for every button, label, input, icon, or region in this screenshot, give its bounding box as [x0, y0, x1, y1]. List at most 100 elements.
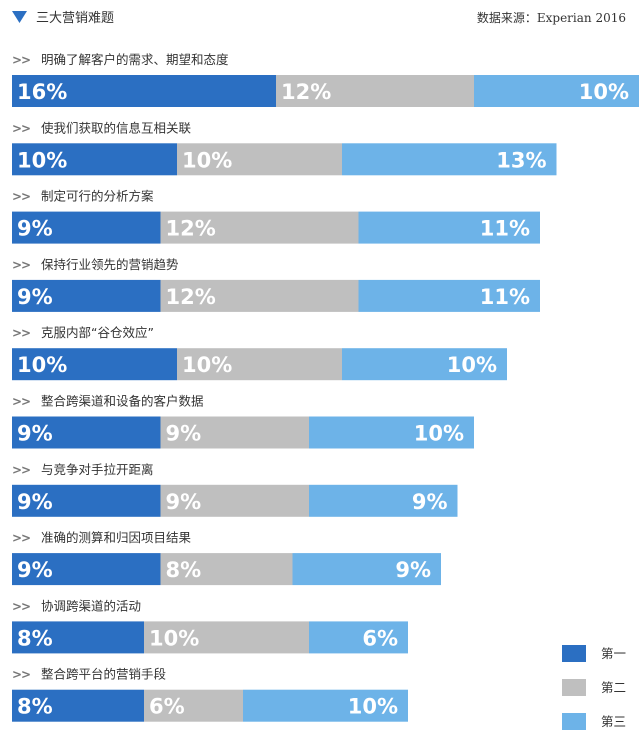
bar-segment	[160, 211, 359, 244]
category-rows: >> 明确了解客户的需求、期望和态度 16% 12% 10% >> 使我们获取的信息互相关联…	[12, 52, 639, 722]
bar-value-label: 12%	[166, 217, 216, 241]
bar-segment	[358, 279, 540, 312]
bar-segment	[177, 348, 342, 381]
bar-segment	[12, 621, 144, 654]
bar-value-label: 10%	[414, 422, 464, 446]
bar-value-label: 10%	[182, 353, 232, 377]
double-chevron-icon: >>	[12, 53, 30, 67]
category-label: 协调跨渠道的活动	[41, 598, 141, 613]
category-row: >> 使我们获取的信息互相关联 10% 10% 13%	[12, 120, 557, 176]
category-label: 使我们获取的信息互相关联	[41, 120, 192, 135]
bar-segment	[342, 143, 557, 176]
legend-item: 第二	[562, 679, 626, 696]
bar-value-label: 9%	[166, 422, 202, 446]
bar-value-label: 9%	[395, 558, 431, 582]
bar-segment	[12, 416, 161, 449]
data-source-note: 数据来源：Experian 2016	[477, 10, 626, 25]
category-label: 与竞争对手拉开距离	[41, 462, 154, 477]
category-row: >> 整合跨渠道和设备的客户数据 9% 9% 10%	[12, 394, 474, 449]
bar-value-label: 10%	[579, 80, 629, 104]
double-chevron-icon: >>	[12, 190, 30, 204]
bar-segment	[309, 484, 458, 517]
bar-segment	[160, 484, 309, 517]
double-chevron-icon: >>	[12, 258, 30, 272]
bar-segment	[12, 211, 161, 244]
bar-value-label: 9%	[412, 490, 448, 514]
category-label: 保持行业领先的营销趋势	[41, 257, 179, 272]
category-label: 克服内部“谷仓效应”	[41, 325, 154, 340]
bar-value-label: 10%	[447, 353, 497, 377]
bar-segment	[243, 689, 408, 722]
legend-label: 第三	[601, 714, 626, 729]
bar-value-label: 8%	[166, 558, 202, 582]
bar-value-label: 11%	[480, 217, 530, 241]
bar-value-label: 10%	[17, 148, 67, 172]
category-row: >> 克服内部“谷仓效应” 10% 10% 10%	[12, 325, 507, 381]
double-chevron-icon: >>	[12, 326, 30, 340]
double-chevron-icon: >>	[12, 599, 30, 613]
bar-segment	[276, 75, 474, 107]
bar-value-label: 8%	[17, 695, 53, 719]
double-chevron-icon: >>	[12, 531, 30, 545]
bar-value-label: 13%	[496, 148, 546, 172]
bar-value-label: 9%	[17, 490, 53, 514]
bar-value-label: 16%	[17, 80, 67, 104]
legend-item: 第一	[562, 645, 626, 662]
bar-value-label: 9%	[17, 217, 53, 241]
chart-header: 三大营销难题 数据来源：Experian 2016	[12, 10, 626, 26]
legend-item: 第三	[562, 713, 626, 730]
bar-segment	[12, 553, 161, 586]
bar-segment	[358, 211, 540, 244]
bar-value-label: 12%	[281, 80, 331, 104]
legend-swatch	[562, 713, 586, 730]
bar-value-label: 9%	[17, 558, 53, 582]
legend-label: 第一	[601, 646, 626, 661]
category-row: >> 明确了解客户的需求、期望和态度 16% 12% 10%	[12, 52, 639, 107]
bar-segment	[12, 689, 144, 722]
legend-label: 第二	[601, 680, 626, 695]
bar-segment	[12, 143, 177, 176]
bar-segment	[177, 143, 342, 176]
bar-segment	[160, 416, 309, 449]
double-chevron-icon: >>	[12, 463, 30, 477]
bar-value-label: 10%	[348, 695, 398, 719]
bar-value-label: 10%	[17, 353, 67, 377]
double-chevron-icon: >>	[12, 395, 30, 409]
category-row: >> 准确的测算和归因项目结果 9% 8% 9%	[12, 530, 441, 586]
category-label: 明确了解客户的需求、期望和态度	[41, 52, 229, 67]
bar-segment	[342, 348, 507, 381]
legend-swatch	[562, 645, 586, 662]
category-row: >> 保持行业领先的营销趋势 9% 12% 11%	[12, 257, 540, 312]
bar-segment	[12, 279, 161, 312]
legend-swatch	[562, 679, 586, 696]
category-label: 准确的测算和归因项目结果	[41, 530, 192, 545]
bar-value-label: 12%	[166, 285, 216, 309]
triangle-down-icon	[12, 11, 27, 23]
bar-segment	[309, 621, 408, 654]
double-chevron-icon: >>	[12, 668, 30, 682]
bar-value-label: 11%	[480, 285, 530, 309]
bar-value-label: 8%	[17, 626, 53, 650]
chart-title: 三大营销难题	[36, 11, 114, 26]
bar-segment	[12, 484, 161, 517]
bar-segment	[12, 348, 177, 381]
bar-segment	[160, 279, 359, 312]
category-label: 整合跨平台的营销手段	[41, 667, 166, 682]
bar-segment	[292, 553, 441, 586]
bar-value-label: 9%	[17, 285, 53, 309]
bar-segment	[144, 689, 243, 722]
bar-segment	[144, 621, 309, 654]
bar-segment	[474, 75, 639, 107]
double-chevron-icon: >>	[12, 121, 30, 135]
bar-value-label: 10%	[149, 626, 199, 650]
category-row: >> 整合跨平台的营销手段 8% 6% 10%	[12, 667, 408, 722]
category-row: >> 协调跨渠道的活动 8% 10% 6%	[12, 598, 408, 654]
category-row: >> 与竞争对手拉开距离 9% 9% 9%	[12, 462, 458, 517]
category-label: 制定可行的分析方案	[41, 189, 154, 204]
category-label: 整合跨渠道和设备的客户数据	[41, 394, 204, 409]
bar-value-label: 9%	[166, 490, 202, 514]
bar-value-label: 10%	[182, 148, 232, 172]
bar-value-label: 9%	[17, 422, 53, 446]
